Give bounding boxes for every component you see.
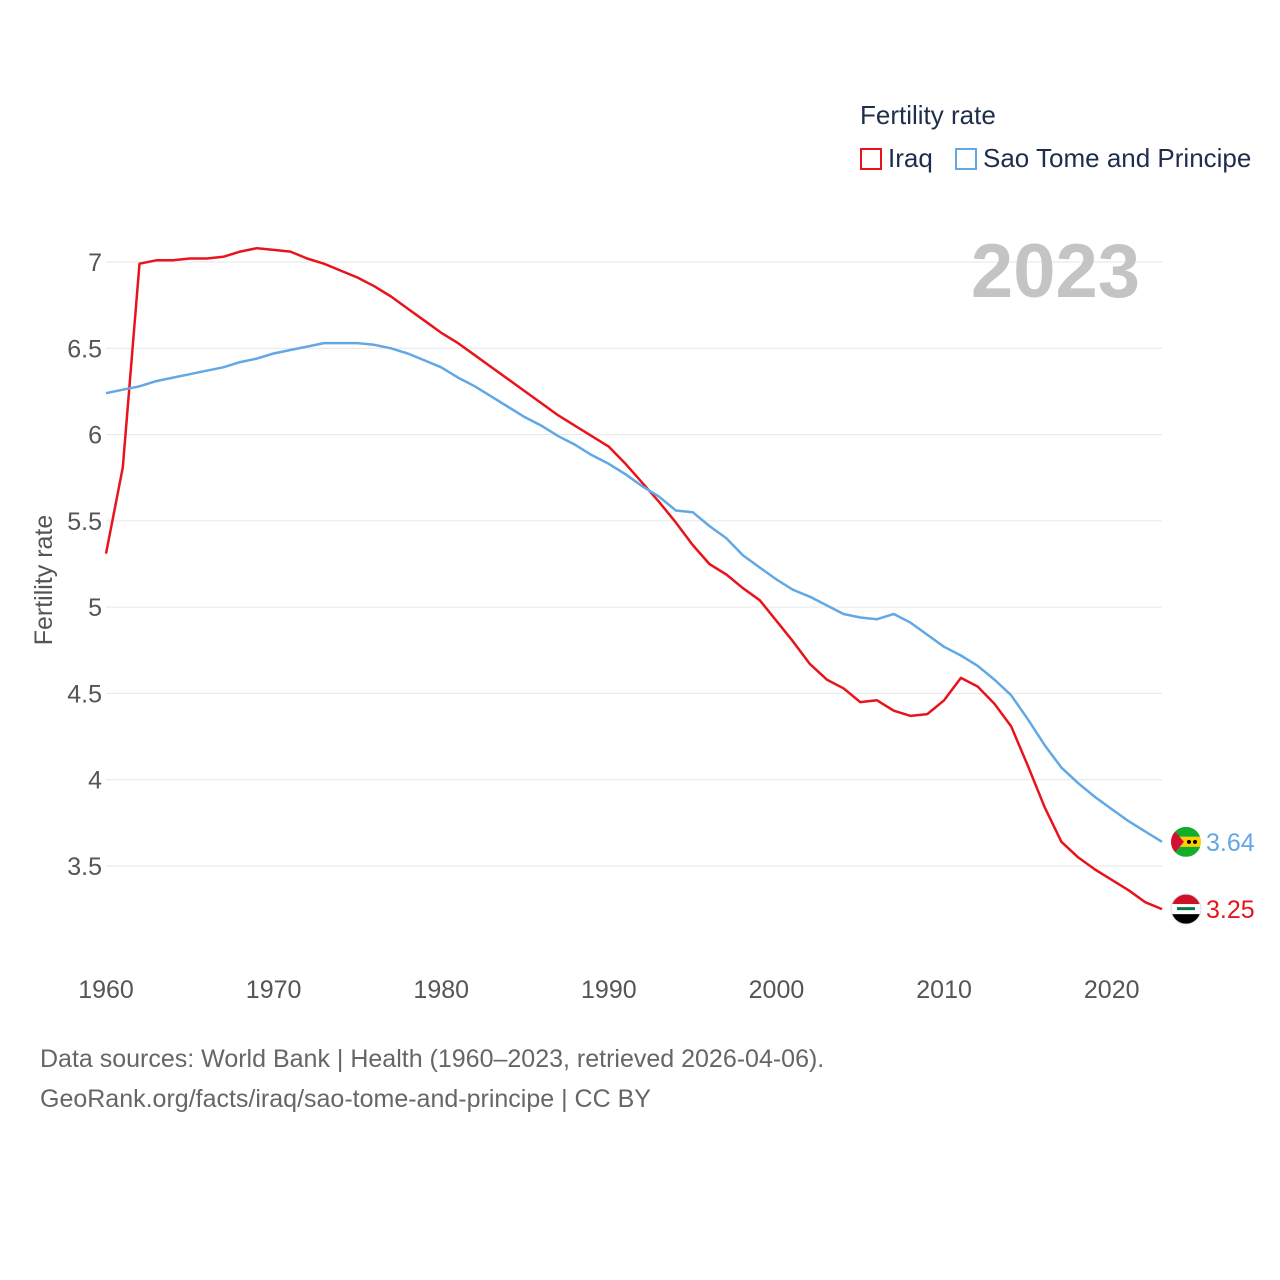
y-tick-label: 4.5 xyxy=(67,680,102,708)
y-tick-label: 6 xyxy=(88,422,102,450)
y-tick-label: 4 xyxy=(88,767,102,795)
y-axis-ticks: 3.5 4 4.5 5 5.5 6 6.5 7 xyxy=(67,249,102,881)
series-end-markers: 3.64 3.25 xyxy=(1170,826,1255,925)
x-tick-label: 2010 xyxy=(916,976,972,1004)
series-line-iraq[interactable] xyxy=(104,246,1163,911)
legend-label-sao-tome: Sao Tome and Principe xyxy=(983,143,1252,173)
x-tick-label: 2000 xyxy=(749,976,805,1004)
y-tick-label: 6.5 xyxy=(67,335,102,363)
end-value-sao-tome: 3.64 xyxy=(1206,829,1255,857)
legend-title: Fertility rate xyxy=(860,100,996,130)
legend-swatch-iraq xyxy=(860,147,882,170)
series-lines xyxy=(104,246,1163,911)
y-tick-label: 7 xyxy=(88,249,102,277)
iraq-flag-icon xyxy=(1170,893,1202,925)
legend-swatch-sao-tome xyxy=(955,147,977,170)
x-tick-label: 1980 xyxy=(413,976,469,1004)
x-tick-label: 1960 xyxy=(78,976,134,1004)
y-tick-label: 5 xyxy=(88,594,102,622)
x-tick-label: 2020 xyxy=(1084,976,1140,1004)
x-tick-label: 1990 xyxy=(581,976,637,1004)
sao-tome-flag-icon xyxy=(1171,826,1201,857)
legend-label-iraq: Iraq xyxy=(888,143,933,173)
x-axis-ticks: 1960 1970 1980 1990 2000 2010 2020 xyxy=(78,976,1139,1004)
data-source-text: Data sources: World Bank | Health (1960–… xyxy=(40,1045,825,1073)
attribution-link[interactable]: GeoRank.org/facts/iraq/sao-tome-and-prin… xyxy=(40,1085,651,1113)
y-axis-label: Fertility rate xyxy=(30,515,58,646)
x-tick-label: 1970 xyxy=(246,976,302,1004)
y-tick-label: 5.5 xyxy=(67,508,102,536)
end-value-iraq: 3.25 xyxy=(1206,896,1255,924)
year-label: 2023 xyxy=(970,229,1140,314)
legend-item-iraq[interactable]: Iraq xyxy=(860,143,933,174)
legend-item-sao-tome[interactable]: Sao Tome and Principe xyxy=(955,143,1251,174)
y-tick-label: 3.5 xyxy=(67,853,102,881)
series-line-sao-tome[interactable] xyxy=(105,341,1163,843)
gridlines xyxy=(106,261,1162,867)
